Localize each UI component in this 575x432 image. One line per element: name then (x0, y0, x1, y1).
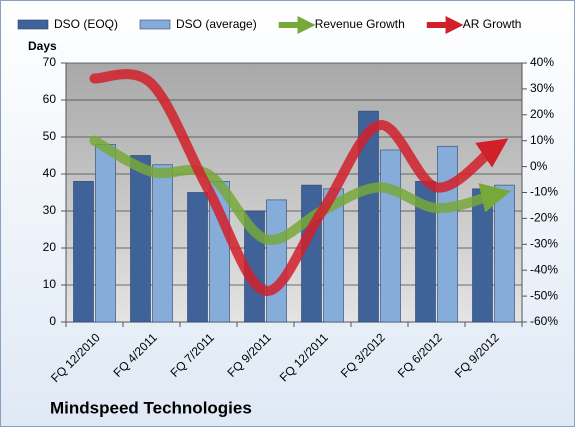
y-tick-label: 20 (43, 240, 57, 254)
bar (437, 145, 458, 323)
bar (73, 181, 94, 323)
y-tick-label: 40 (43, 166, 57, 180)
y2-tick-label: 30% (530, 81, 554, 95)
y2-tick-label: 20% (530, 107, 554, 121)
y-tick-label: 70 (43, 55, 57, 69)
y2-tick-label: -20% (530, 211, 558, 225)
line (89, 69, 509, 296)
y2-tick-label: 10% (530, 133, 554, 147)
y-tick-label: 50 (43, 129, 57, 143)
bar (380, 149, 401, 323)
legend-label: Revenue Growth (315, 17, 405, 31)
legend-swatch (139, 19, 171, 30)
bar (130, 155, 151, 323)
bar (494, 184, 515, 323)
legend-label: DSO (EOQ) (54, 17, 118, 31)
bar (95, 144, 116, 323)
bar (266, 199, 287, 323)
y-tick-label: 10 (43, 277, 57, 291)
y2-tick-label: -60% (530, 314, 558, 328)
legend-label: DSO (average) (176, 17, 257, 31)
bar (358, 110, 379, 323)
y-tick-label: 0 (49, 314, 56, 328)
y-axis-label: Days (28, 39, 57, 53)
y-tick-label: 60 (43, 92, 57, 106)
bar (301, 184, 322, 323)
bar (187, 192, 208, 323)
chart-title: Mindspeed Technologies (50, 398, 252, 417)
legend-label: AR Growth (463, 17, 522, 31)
y2-tick-label: -50% (530, 288, 558, 302)
bar (152, 164, 173, 323)
y2-tick-label: -30% (530, 236, 558, 250)
y2-tick-label: -40% (530, 262, 558, 276)
y2-tick-label: 0% (530, 159, 548, 173)
y-tick-label: 30 (43, 203, 57, 217)
y2-tick-label: 40% (530, 55, 554, 69)
legend-swatch (17, 19, 49, 30)
y2-tick-label: -10% (530, 185, 558, 199)
line (89, 135, 512, 245)
bar (472, 188, 493, 323)
